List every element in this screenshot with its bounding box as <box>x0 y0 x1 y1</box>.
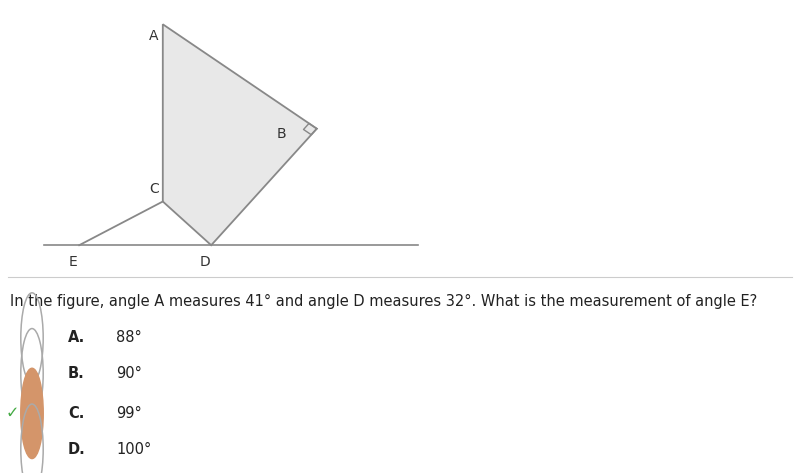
Text: A: A <box>150 29 158 44</box>
Text: C.: C. <box>68 406 84 421</box>
Text: 99°: 99° <box>116 406 142 421</box>
Text: In the figure, angle A measures 41° and angle D measures 32°. What is the measur: In the figure, angle A measures 41° and … <box>10 294 757 309</box>
Text: ✓: ✓ <box>6 406 18 421</box>
Text: 90°: 90° <box>116 366 142 381</box>
Ellipse shape <box>21 368 43 458</box>
Text: A.: A. <box>68 331 86 345</box>
Text: C: C <box>149 183 159 196</box>
Text: 100°: 100° <box>116 442 151 456</box>
Text: D: D <box>199 255 210 269</box>
Text: E: E <box>68 255 77 269</box>
Text: B.: B. <box>68 366 85 381</box>
Polygon shape <box>163 24 317 245</box>
Text: D.: D. <box>68 442 86 456</box>
Text: B: B <box>277 127 286 140</box>
Text: 88°: 88° <box>116 331 142 345</box>
